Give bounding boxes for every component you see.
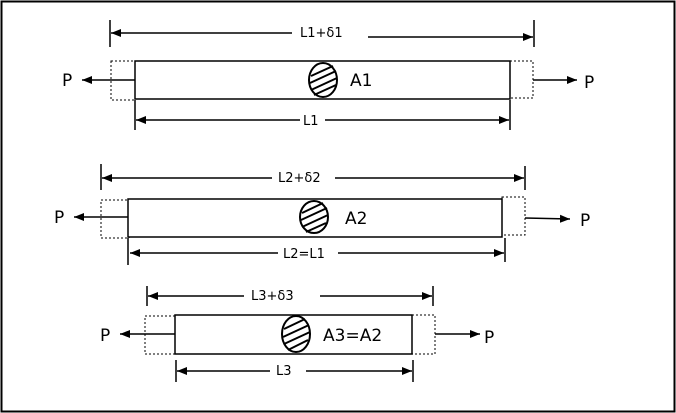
bar-1-area-label: A1 [350,71,372,91]
bar-2-right-extension [501,196,526,236]
bar-1-right-extension [509,60,534,99]
bar-2-cross-section [299,200,329,234]
bar-3-cross-section [281,315,311,353]
bar-2-right-force: P [580,211,590,231]
bar-1-bottom-dim-label: L1 [303,114,319,129]
bar-2-top-dim-label: L2+δ2 [278,171,321,186]
bar-2-right-load-arrow [524,214,571,223]
bar-2-bottom-dim-label: L2=L1 [283,247,325,262]
bar-3-bottom-dim-label: L3 [276,364,292,379]
bar-3-right-extension [411,314,436,355]
bar-3-top-dim-label: L3+δ3 [251,289,294,304]
bar-2-left-extension [100,199,130,239]
bar-1-left-extension [110,60,136,101]
bar-3-right-force: P [484,328,494,348]
bar-1-group: A1 P P L1+δ1 L1 [62,20,594,130]
bar-3-left-force: P [100,326,110,346]
bar-1-top-dim-label: L1+δ1 [300,26,343,41]
bar-1-right-force: P [584,73,594,93]
bar-2-left-force: P [54,208,64,228]
bar-3-left-extension [144,315,176,355]
bar-1-cross-section [308,62,338,98]
bar-1-left-force: P [62,71,72,91]
bar-3-group: A3=A2 P P L3+δ3 L3 [100,286,494,382]
bar-2-area-label: A2 [345,209,367,229]
bar-3-area-label: A3=A2 [323,326,382,346]
bar-2-group: A2 P P L2+δ2 L2=L1 [54,164,590,265]
